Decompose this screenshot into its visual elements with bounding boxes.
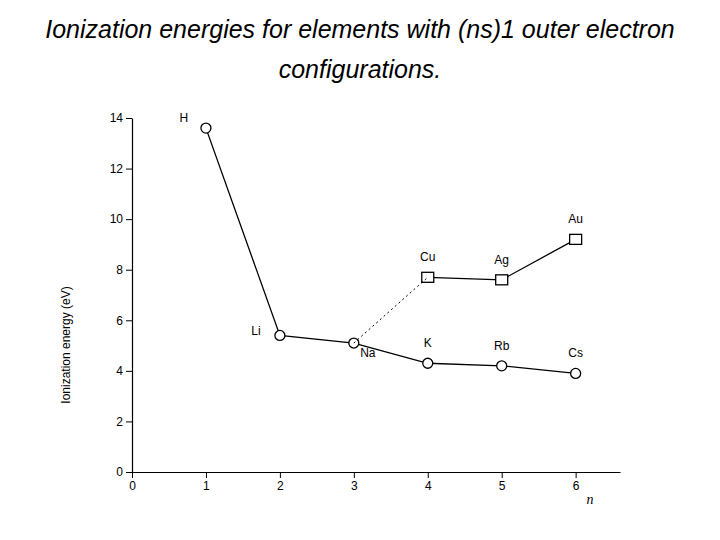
point-label: Ag — [494, 253, 509, 267]
x-tick-mark — [132, 472, 133, 478]
point-label: Au — [568, 212, 583, 226]
y-axis: 0 2 4 6 8 10 12 14 — [110, 111, 133, 479]
x-tick: 0 — [129, 472, 136, 493]
plot: 012345602468101214nIonization energy (eV… — [59, 111, 621, 507]
y-axis-line — [132, 119, 133, 473]
point — [423, 358, 433, 368]
x-tick-label: 1 — [203, 479, 210, 493]
x-axis-line — [133, 472, 621, 473]
x-tick-label: 5 — [499, 479, 506, 493]
y-tick-label: 6 — [116, 314, 123, 328]
y-tick: 14 — [110, 111, 132, 125]
point-label: Rb — [494, 339, 510, 353]
point — [496, 275, 508, 285]
point-label: Na — [360, 346, 376, 360]
point — [201, 123, 211, 133]
point-label: K — [424, 336, 432, 350]
y-tick: 6 — [116, 314, 132, 328]
y-tick-mark — [126, 320, 132, 321]
point — [570, 234, 582, 244]
y-tick: 12 — [110, 162, 132, 176]
point — [571, 368, 581, 378]
x-tick-mark — [354, 472, 355, 478]
y-tick: 0 — [116, 465, 132, 479]
x-tick: 3 — [351, 472, 358, 493]
x-tick: 5 — [499, 472, 506, 493]
y-tick: 4 — [116, 364, 132, 378]
y-tick-label: 0 — [116, 465, 123, 479]
x-tick-mark — [428, 472, 429, 478]
x-tick-mark — [502, 472, 503, 478]
y-tick-label: 10 — [110, 212, 124, 226]
x-tick-label: 6 — [573, 479, 580, 493]
series-line — [206, 128, 576, 373]
x-tick: 1 — [203, 472, 210, 493]
y-axis-title: Ionization energy (eV) — [59, 286, 73, 403]
y-tick-mark — [126, 270, 132, 271]
x-tick-label: 4 — [425, 479, 432, 493]
x-tick-label: 0 — [129, 479, 136, 493]
point-label: H — [180, 111, 189, 125]
point-labels: H Li Na K Rb Cs Cu Ag Au — [180, 111, 583, 360]
x-axis-title: n — [587, 492, 594, 507]
x-tick: 4 — [425, 472, 432, 493]
y-tick-mark — [126, 421, 132, 422]
x-tick-mark — [576, 472, 577, 478]
y-tick-mark — [126, 219, 132, 220]
y-tick-label: 14 — [110, 111, 124, 125]
point — [275, 330, 285, 340]
point — [497, 361, 507, 371]
series-line — [428, 239, 576, 279]
y-tick-mark — [126, 169, 132, 170]
y-tick-label: 12 — [110, 162, 124, 176]
y-tick: 10 — [110, 212, 132, 226]
x-tick-mark — [280, 472, 281, 478]
x-tick-mark — [206, 472, 207, 478]
y-tick-mark — [126, 118, 132, 119]
title: Ionization energies for elements with (n… — [45, 15, 675, 83]
x-tick: 2 — [277, 472, 284, 493]
marks — [201, 123, 582, 378]
y-tick-label: 2 — [116, 415, 123, 429]
x-axis: 0 1 2 3 4 5 6 — [129, 472, 620, 493]
x-tick-label: 3 — [351, 479, 358, 493]
y-tick-mark — [126, 472, 132, 473]
x-tick: 6 — [573, 472, 580, 493]
y-tick: 2 — [116, 415, 132, 429]
point — [422, 272, 434, 282]
chart: Ionization energies for elements with (n… — [0, 0, 720, 540]
y-tick-mark — [126, 371, 132, 372]
y-tick: 8 — [116, 263, 132, 277]
y-tick-label: 4 — [116, 364, 123, 378]
series-line — [354, 277, 428, 343]
x-tick-label: 2 — [277, 479, 284, 493]
point-label: Cs — [568, 346, 583, 360]
point-label: Cu — [420, 250, 435, 264]
point-label: Li — [251, 324, 260, 338]
y-tick-label: 8 — [116, 263, 123, 277]
